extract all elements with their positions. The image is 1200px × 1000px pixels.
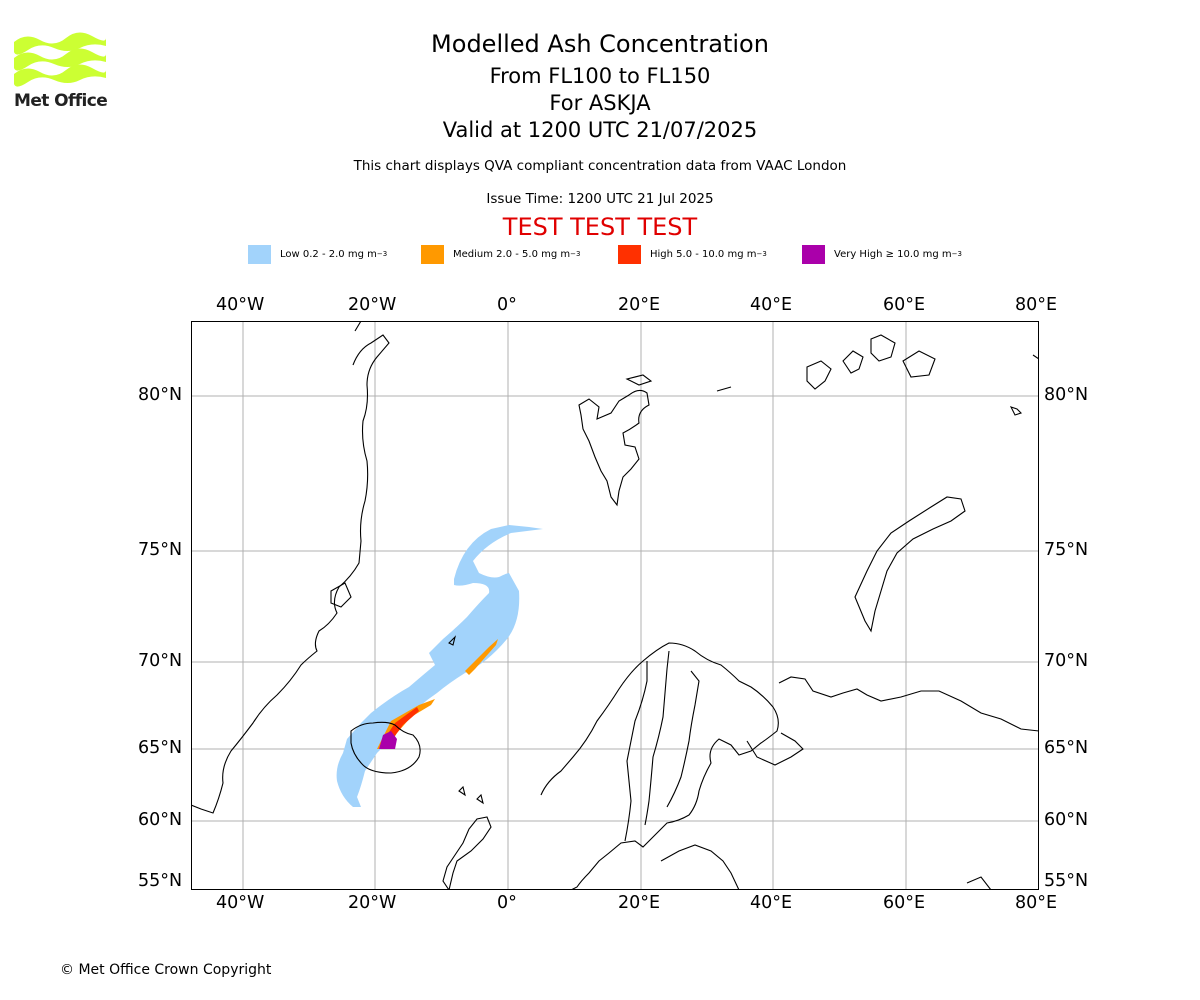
legend-unit-exp-medium: −3 (570, 250, 581, 258)
test-banner: TEST TEST TEST (502, 213, 698, 241)
lat-tick-left-80n: 80°N (138, 385, 183, 405)
lat-tick-left-55n: 55°N (138, 871, 183, 891)
lat-tick-right-60n: 60°N (1044, 810, 1089, 830)
lon-tick-bottom-20w: 20°W (348, 893, 397, 913)
logo-text: Met Office (14, 91, 108, 111)
lat-tick-left-60n: 60°N (138, 810, 183, 830)
legend-swatch-very-high (802, 244, 825, 264)
legend-unit-exp-high: −3 (756, 250, 767, 258)
lon-tick-top-20e: 20°E (618, 295, 661, 315)
legend-unit-exp-low: −3 (376, 250, 388, 258)
lon-tick-top-80e: 80°E (1015, 295, 1058, 315)
met-office-logo-icon (14, 32, 106, 87)
lon-tick-bottom-40w: 40°W (216, 893, 265, 913)
scandinavia-coast (540, 642, 779, 890)
lat-tick-right-70n: 70°N (1044, 651, 1089, 671)
lon-tick-top-60e: 60°E (883, 295, 926, 315)
legend-item-very-high: Very High ≥ 10.0 mg m −3 (802, 244, 962, 264)
volcano-name: For ASKJA (549, 91, 651, 115)
lat-tick-left-70n: 70°N (138, 651, 183, 671)
map-background (191, 321, 1039, 890)
iceland-coast (350, 721, 421, 774)
lat-tick-right-80n: 80°N (1044, 385, 1089, 405)
map-frame (191, 321, 1039, 890)
ash-concentration-map (191, 321, 1039, 890)
lon-tick-bottom-40e: 40°E (750, 893, 793, 913)
copyright-text: © Met Office Crown Copyright (60, 962, 272, 978)
lat-tick-left-75n: 75°N (138, 540, 183, 560)
lon-tick-top-0: 0° (497, 295, 517, 315)
chart-subtitle: This chart displays QVA compliant concen… (353, 158, 847, 174)
scotland-coast (442, 816, 492, 890)
map-gridlines (191, 321, 1039, 890)
legend-label-medium: Medium 2.0 - 5.0 mg m (453, 248, 571, 260)
novaya-zemlya-coast (854, 496, 966, 633)
legend-item-low: Low 0.2 - 2.0 mg m −3 (248, 244, 387, 264)
lon-tick-bottom-0: 0° (497, 893, 517, 913)
issue-time: Issue Time: 1200 UTC 21 Jul 2025 (486, 191, 714, 207)
legend-unit-exp-very-high: −3 (951, 250, 962, 258)
lon-tick-top-40w: 40°W (216, 295, 265, 315)
legend-item-medium: Medium 2.0 - 5.0 mg m −3 (421, 244, 580, 264)
legend-swatch-high (618, 244, 641, 264)
lat-tick-right-75n: 75°N (1044, 540, 1089, 560)
chart-title: Modelled Ash Concentration (431, 30, 769, 58)
svalbard-coast (578, 389, 650, 507)
legend-label-high: High 5.0 - 10.0 mg m (650, 248, 757, 260)
lat-tick-right-55n: 55°N (1044, 871, 1089, 891)
lon-tick-bottom-60e: 60°E (883, 893, 926, 913)
legend-swatch-medium (421, 244, 444, 264)
coastlines (191, 321, 1039, 890)
legend-label-low: Low 0.2 - 2.0 mg m (280, 248, 377, 260)
legend-swatch-low (248, 244, 271, 264)
legend-item-high: High 5.0 - 10.0 mg m −3 (618, 244, 767, 264)
lon-tick-top-20w: 20°W (348, 295, 397, 315)
lat-tick-right-65n: 65°N (1044, 738, 1089, 758)
flight-levels: From FL100 to FL150 (489, 64, 711, 88)
ash-very-high-concentration (379, 731, 397, 749)
lon-tick-bottom-80e: 80°E (1015, 893, 1058, 913)
valid-time: Valid at 1200 UTC 21/07/2025 (442, 118, 758, 142)
greenland-coast (191, 334, 390, 814)
lat-tick-left-65n: 65°N (138, 738, 183, 758)
legend-label-very-high: Very High ≥ 10.0 mg m (834, 248, 952, 260)
lon-tick-bottom-20e: 20°E (618, 893, 661, 913)
lon-tick-top-40e: 40°E (750, 295, 793, 315)
